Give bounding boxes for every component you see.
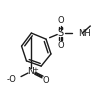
Text: S: S (58, 28, 64, 38)
Text: O: O (57, 41, 64, 50)
Text: +: + (32, 67, 38, 73)
Text: O: O (57, 16, 64, 25)
Text: -O: -O (7, 75, 17, 84)
Text: NH: NH (78, 29, 91, 38)
Text: O: O (43, 76, 49, 85)
Text: N: N (28, 67, 34, 76)
